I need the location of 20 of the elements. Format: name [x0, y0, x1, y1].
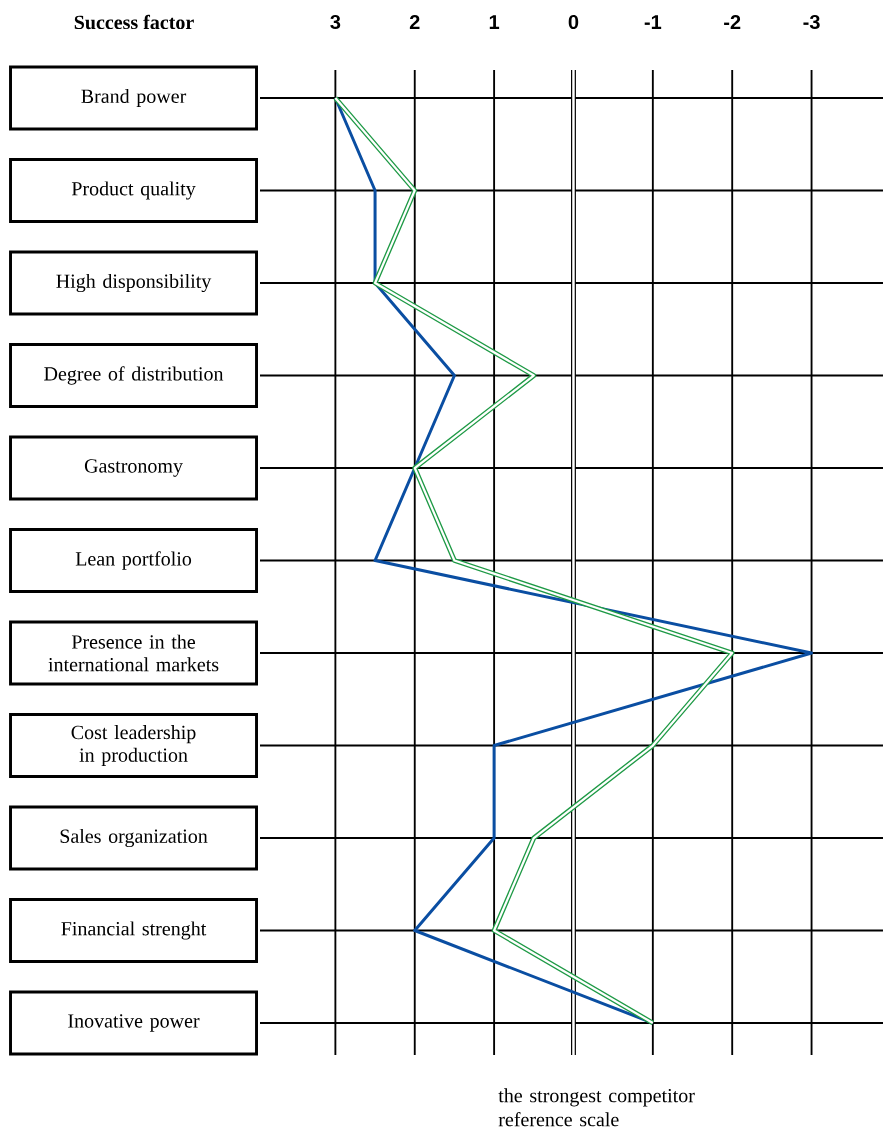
- y-tick-label: Product quality: [71, 181, 196, 200]
- y-tick-label: Gastronomy: [84, 459, 183, 477]
- x-tick-label: -3: [803, 14, 820, 30]
- x-tick-label: 2: [409, 15, 420, 29]
- y-tick-label: Inovative power: [68, 1014, 200, 1032]
- y-tick-label: Lean portfolio: [75, 551, 192, 570]
- y-tick-label: Degree of distribution: [44, 366, 224, 385]
- y-tick-label: Cost leadership in production: [71, 725, 196, 766]
- x-tick-label: 1: [489, 15, 500, 29]
- x-tick-label: 0: [568, 14, 579, 30]
- x-tick-label: -1: [644, 15, 662, 29]
- y-tick-label: Presence in the international markets: [48, 634, 219, 672]
- y-axis-title: Success factor: [74, 14, 194, 30]
- x-tick-label: 3: [330, 14, 341, 30]
- y-tick-label: High disponsibility: [56, 273, 212, 293]
- x-tick-label: -2: [724, 15, 741, 29]
- y-tick-label: Brand power: [81, 88, 187, 108]
- y-tick-label: Sales organization: [60, 828, 208, 848]
- text: the strongest competitor reference scale: [498, 1088, 695, 1127]
- y-tick-label: Financial strenght: [61, 921, 207, 940]
